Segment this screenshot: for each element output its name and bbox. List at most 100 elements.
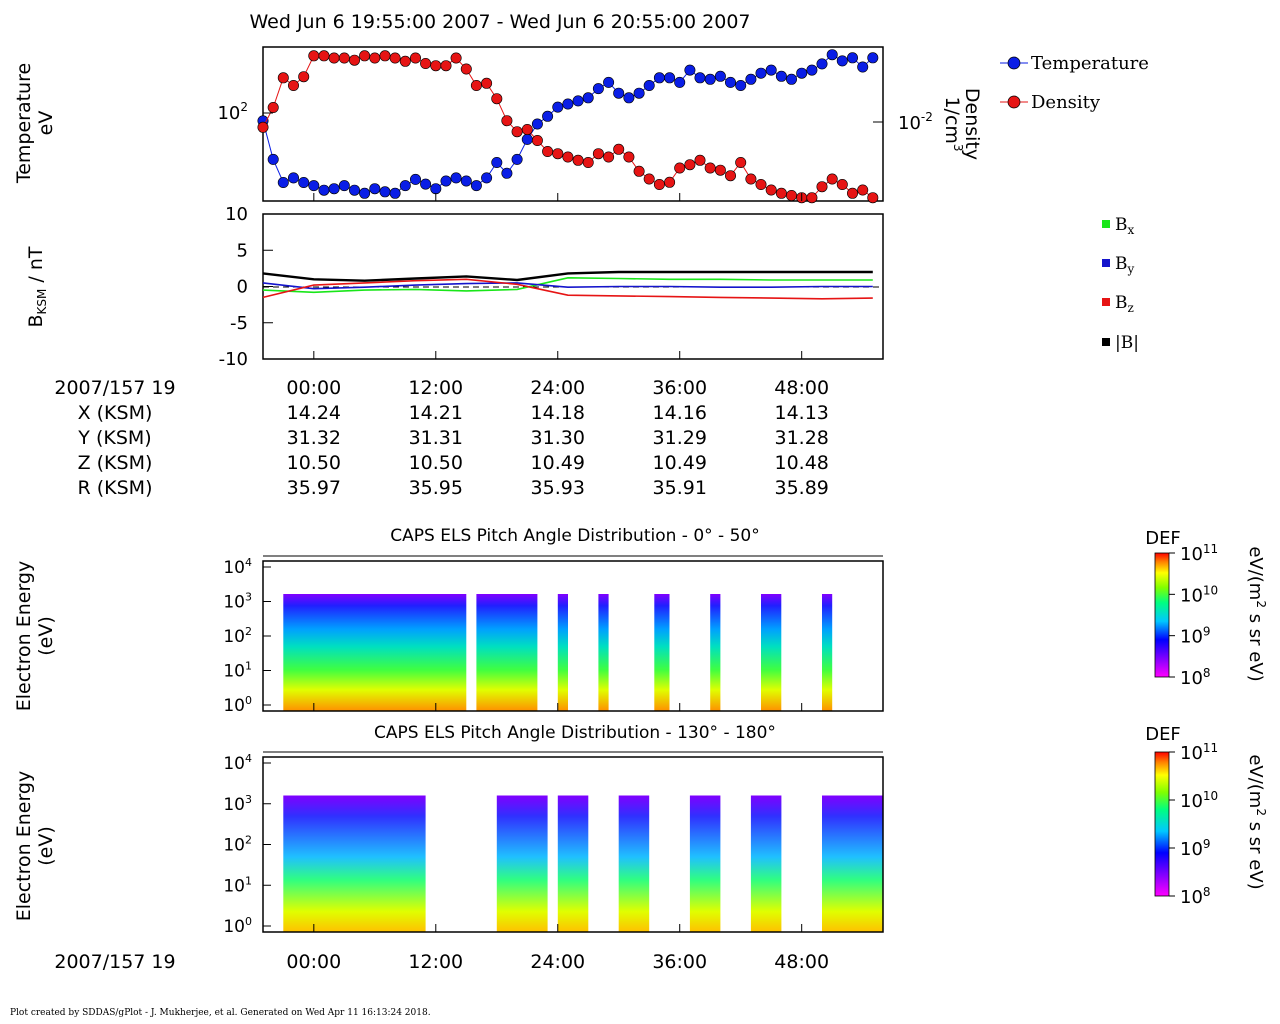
ephemeris-value: 10.50 — [287, 452, 341, 474]
temperature-tick-label: 102 — [217, 100, 248, 124]
bfield-line-y — [262, 282, 873, 290]
temperature-point-7 — [328, 183, 340, 195]
density-point-50 — [765, 184, 777, 196]
ephemeris-value: 10.48 — [774, 452, 828, 474]
colorbar-tick-label: 1011 — [1180, 542, 1218, 565]
ephemeris-value: 31.28 — [774, 427, 828, 449]
temperature-point-10 — [359, 187, 371, 199]
density-point-10 — [359, 50, 371, 62]
colorbar-tick-label: 1010 — [1180, 583, 1218, 606]
temperature-point-22 — [481, 172, 493, 184]
colorbar-tick-label: 109 — [1180, 625, 1211, 648]
density-tick-label: 10-2 — [898, 110, 933, 134]
spectrogram2-title: CAPS ELS Pitch Angle Distribution - 130°… — [374, 723, 776, 743]
spectrogram-coverage-block-6 — [761, 594, 782, 711]
density-point-33 — [592, 148, 604, 160]
x-tick-label: 36:00 — [652, 951, 707, 973]
density-point-27 — [531, 135, 543, 147]
panel-temperature-density: Temperature eV 102 10-2 Density 1/cm3 Te… — [13, 46, 1149, 204]
temperature-point-32 — [582, 92, 594, 104]
density-point-4 — [298, 71, 310, 83]
colorbar-tick-label: 109 — [1180, 837, 1211, 860]
density-point-24 — [501, 115, 513, 127]
temperature-point-40 — [664, 72, 676, 84]
temperature-point-44 — [704, 73, 716, 85]
x-tick-label: 48:00 — [774, 377, 829, 399]
bottom-time-label: 2007/157 19 — [54, 951, 175, 973]
density-point-7 — [328, 52, 340, 64]
energy-tick-label: 104 — [223, 752, 252, 774]
panel-spectrogram-0-50: CAPS ELS Pitch Angle Distribution - 0° -… — [13, 526, 1268, 716]
legend-bz-label: Bz — [1115, 293, 1134, 315]
spectrogram-coverage-block-4 — [689, 795, 721, 932]
temperature-point-57 — [836, 55, 848, 67]
temperature-point-59 — [857, 61, 869, 73]
temperature-point-11 — [369, 183, 381, 195]
temperature-point-31 — [572, 95, 584, 107]
spectrogram2-ylabel: Electron Energy — [13, 771, 35, 922]
density-point-57 — [836, 179, 848, 191]
temperature-point-41 — [674, 76, 686, 88]
temperature-point-33 — [592, 83, 604, 95]
density-point-39 — [653, 179, 665, 191]
density-point-60 — [867, 192, 879, 204]
density-point-32 — [582, 157, 594, 169]
density-point-6 — [318, 50, 330, 62]
ephemeris-time-label: 2007/157 19 — [54, 377, 175, 399]
legend-bmag: |B| — [1102, 333, 1139, 353]
colorbar-tick-label: 108 — [1180, 666, 1211, 689]
panel2-y-ticks: 10 5 0 -5 -10 — [219, 204, 273, 370]
energy-tick-label: 104 — [223, 556, 252, 578]
density-point-19 — [450, 52, 462, 64]
density-point-2 — [277, 72, 289, 84]
temperature-point-6 — [318, 184, 330, 196]
legend-by: By — [1102, 254, 1135, 276]
energy-tick-label: 102 — [223, 834, 252, 856]
bfield-axis-label: BKSM / nT — [25, 246, 49, 327]
density-point-23 — [491, 93, 503, 105]
ephemeris-value: 14.24 — [287, 402, 341, 424]
ephemeris-table: 2007/157 19 X (KSM) 14.24 14.21 14.18 14.16 1… — [54, 377, 829, 499]
colorbar1-ticks: 108 109 1010 1011 — [1169, 542, 1218, 689]
spectrogram-coverage-block-5 — [750, 795, 782, 932]
legend-bx: Bx — [1102, 215, 1135, 237]
temperature-point-26 — [521, 133, 533, 145]
temperature-point-23 — [491, 157, 503, 169]
colorbar2-scale — [1154, 751, 1170, 897]
temperature-point-60 — [867, 52, 879, 64]
density-point-8 — [338, 52, 350, 64]
density-point-17 — [430, 60, 442, 72]
temperature-point-18 — [440, 175, 452, 187]
density-point-21 — [470, 80, 482, 92]
density-point-20 — [460, 63, 472, 75]
colorbar-1: DEF 108 109 1010 1011 eV/(m2 s sr eV) — [1145, 528, 1268, 689]
temperature-point-37 — [633, 87, 645, 99]
ephemeris-value: 14.16 — [653, 402, 707, 424]
density-point-58 — [846, 187, 858, 199]
panel1-series-layer — [257, 49, 879, 204]
density-point-1 — [267, 102, 279, 114]
density-point-9 — [348, 54, 360, 66]
temperature-axis-label: Temperature — [13, 63, 35, 184]
spectrogram-coverage-block-6 — [822, 795, 883, 932]
temperature-point-49 — [755, 67, 767, 79]
temperature-point-56 — [826, 49, 838, 61]
temperature-point-47 — [735, 80, 747, 92]
density-point-42 — [684, 159, 696, 171]
spectrogram1-y-ticks: 100 101 102 103 104 — [223, 556, 271, 716]
temperature-point-12 — [379, 186, 391, 198]
temperature-point-1 — [267, 153, 279, 165]
ephemeris-value: 31.30 — [531, 427, 585, 449]
x-tick-label: 00:00 — [286, 951, 341, 973]
colorbar-tick-label: 108 — [1180, 885, 1211, 908]
energy-tick-label: 101 — [223, 660, 252, 682]
temperature-point-19 — [450, 172, 462, 184]
plot-title: Wed Jun 6 19:55:00 2007 - Wed Jun 6 20:5… — [249, 11, 750, 33]
density-point-31 — [572, 154, 584, 166]
legend-density-label: Density — [1031, 92, 1101, 113]
temperature-point-9 — [348, 184, 360, 196]
bfield-line-x — [262, 276, 873, 294]
density-point-56 — [826, 173, 838, 185]
x-tick-label: 48:00 — [774, 951, 829, 973]
temperature-point-14 — [399, 180, 411, 192]
